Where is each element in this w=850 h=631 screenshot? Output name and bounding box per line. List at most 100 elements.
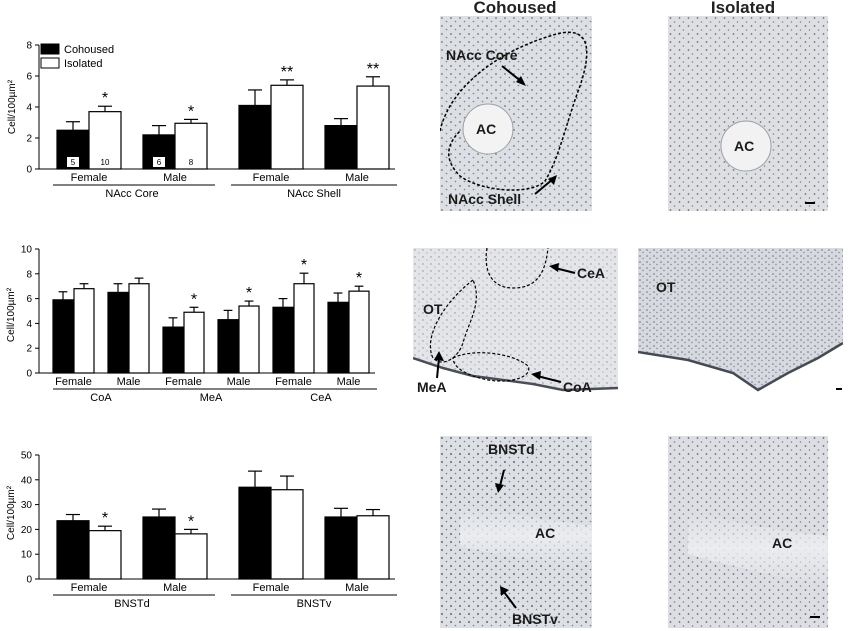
category-label: Female bbox=[253, 582, 290, 594]
label-ac: AC bbox=[734, 138, 754, 154]
micrograph-amygdala-cohoused: CeA OT MeA CoA bbox=[413, 248, 618, 396]
legend-swatch-cohoused bbox=[40, 43, 60, 55]
bar-isolated bbox=[348, 290, 370, 374]
significance-marker: ** bbox=[367, 61, 379, 78]
y-axis-label: Cell/100µm² bbox=[6, 287, 17, 342]
arrow-coa bbox=[536, 375, 562, 383]
y-tick-label: 4 bbox=[26, 319, 32, 330]
legend: Cohoused Isolated bbox=[40, 43, 114, 70]
scale-bar bbox=[836, 388, 842, 390]
chart-amygdala: Cell/100µm² 0 2 4 6 8 10 Female Male * Female * Mal… bbox=[6, 245, 377, 404]
y-tick-label: 0 bbox=[26, 575, 32, 586]
bar-cohoused bbox=[142, 516, 176, 580]
bar-isolated bbox=[174, 122, 208, 170]
bar-cohoused bbox=[162, 326, 184, 374]
mea-outline bbox=[429, 279, 477, 363]
arrow-coa-head bbox=[531, 371, 541, 380]
significance-marker: * bbox=[188, 103, 194, 120]
column-header-cohoused: Cohoused bbox=[473, 0, 557, 17]
group-label: BNSTd bbox=[114, 598, 149, 610]
n-label: 10 bbox=[101, 158, 110, 167]
y-tick-label: 10 bbox=[21, 245, 33, 256]
bar-isolated bbox=[88, 530, 122, 580]
significance-marker: * bbox=[102, 510, 108, 527]
micrograph-nacc-cohoused: NAcc Core AC NAcc Shell bbox=[440, 16, 592, 211]
bar-cohoused bbox=[238, 104, 272, 170]
group-label: CoA bbox=[90, 392, 112, 404]
bar-isolated bbox=[270, 84, 304, 170]
n-label: 5 bbox=[71, 158, 76, 167]
y-tick-label: 10 bbox=[21, 550, 33, 561]
arrow-nacc-shell bbox=[534, 178, 554, 195]
anterior-commissure bbox=[720, 120, 772, 172]
category-label: Female bbox=[275, 376, 312, 388]
bar-isolated bbox=[293, 283, 315, 374]
tissue bbox=[638, 248, 843, 390]
category-label: Male bbox=[227, 376, 251, 388]
label-ac: AC bbox=[476, 121, 496, 137]
micrograph-nacc-isolated: AC bbox=[668, 16, 828, 211]
arrow-cea-head bbox=[549, 263, 559, 272]
n-label-bg bbox=[67, 157, 79, 167]
category-label: Female bbox=[71, 172, 108, 184]
y-tick-label: 2 bbox=[26, 344, 32, 355]
y-tick-label: 2 bbox=[26, 134, 32, 145]
category-label: Male bbox=[337, 376, 361, 388]
bar-cohoused bbox=[107, 291, 129, 374]
bar-cohoused bbox=[217, 319, 239, 374]
y-tick-label: 40 bbox=[21, 475, 33, 486]
significance-marker: * bbox=[191, 291, 197, 308]
y-tick-label: 0 bbox=[26, 165, 32, 176]
label-nacc-core: NAcc Core bbox=[446, 47, 518, 63]
chart-nacc: Cell/100µm² Cohoused Isolated 0 2 4 6 8 5 10 * F… bbox=[7, 41, 397, 200]
category-label: Male bbox=[345, 582, 369, 594]
y-tick-label: 6 bbox=[26, 72, 32, 83]
bar-cohoused bbox=[272, 306, 294, 374]
label-ot: OT bbox=[423, 301, 443, 317]
bar-cohoused bbox=[324, 516, 358, 580]
bar-isolated bbox=[73, 288, 95, 374]
label-nacc-shell: NAcc Shell bbox=[448, 191, 521, 207]
label-coa: CoA bbox=[563, 379, 592, 395]
bar-isolated bbox=[356, 85, 390, 170]
micrograph-amygdala-isolated: OT bbox=[638, 248, 843, 396]
group-label: NAcc Shell bbox=[287, 188, 341, 200]
y-tick-label: 4 bbox=[26, 103, 32, 114]
y-tick-label: 6 bbox=[26, 294, 32, 305]
label-bnstd: BNSTd bbox=[488, 441, 535, 457]
arrow-mea-head bbox=[434, 351, 444, 361]
y-tick-label: 8 bbox=[26, 41, 32, 52]
label-ac: AC bbox=[535, 525, 555, 541]
scale-bar bbox=[805, 202, 815, 204]
column-header-isolated: Isolated bbox=[710, 0, 776, 17]
bar-isolated bbox=[183, 311, 205, 374]
legend-label-isolated: Isolated bbox=[64, 58, 103, 70]
significance-marker: * bbox=[102, 90, 108, 107]
y-tick-label: 20 bbox=[21, 525, 33, 536]
coa-outline bbox=[452, 352, 530, 382]
significance-marker: * bbox=[301, 257, 307, 274]
bar-isolated bbox=[270, 489, 304, 580]
arrow-nacc-shell-head bbox=[548, 175, 557, 185]
n-label: 6 bbox=[157, 158, 162, 167]
significance-marker: * bbox=[188, 513, 194, 530]
y-axis-label: Cell/100µm² bbox=[6, 485, 17, 540]
significance-marker: * bbox=[356, 270, 362, 287]
nacc-core-outline bbox=[440, 31, 588, 191]
label-ac: AC bbox=[772, 535, 792, 551]
label-cea: CeA bbox=[577, 265, 605, 281]
label-ot: OT bbox=[656, 279, 676, 295]
n-label: 8 bbox=[189, 158, 194, 167]
y-tick-label: 30 bbox=[21, 500, 33, 511]
anterior-commissure bbox=[460, 506, 592, 566]
legend-swatch-isolated bbox=[40, 57, 60, 69]
bar-isolated bbox=[128, 283, 150, 374]
tissue-edge bbox=[638, 341, 843, 392]
scale-bar bbox=[810, 616, 820, 618]
group-label: BNSTv bbox=[297, 598, 332, 610]
arrow-nacc-core-head bbox=[516, 76, 526, 86]
cea-outline bbox=[485, 248, 549, 289]
bar-isolated bbox=[174, 533, 208, 580]
n-label-bg bbox=[153, 157, 165, 167]
